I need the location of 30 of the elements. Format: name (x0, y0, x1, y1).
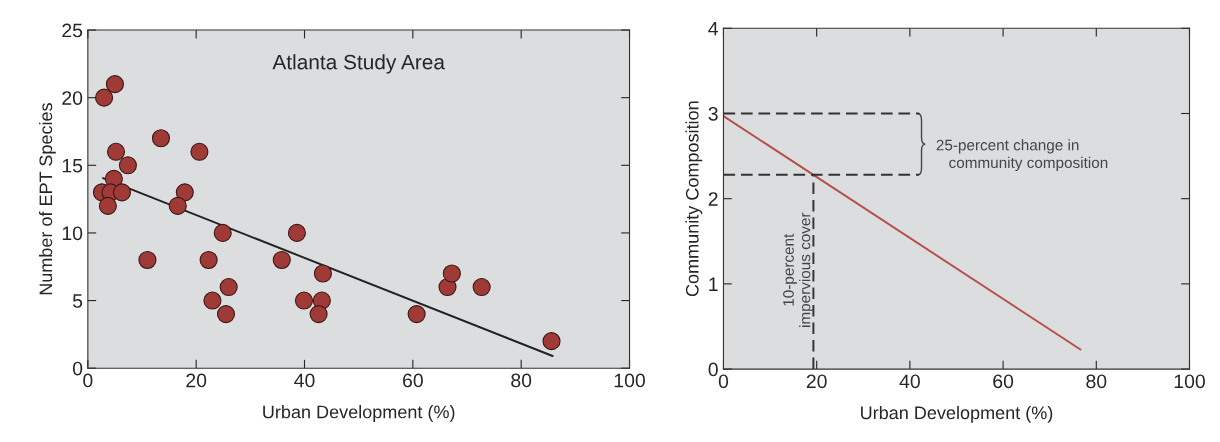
y-tick-label: 2 (708, 192, 718, 206)
y-tick-label: 10 (62, 226, 83, 241)
y-tick-label: 20 (62, 91, 83, 105)
x-tick-label: 40 (294, 373, 315, 388)
x-tick-label: 80 (511, 373, 532, 388)
y-axis-title: Number of EPT Species (38, 103, 56, 295)
y-tick-label: 15 (62, 158, 83, 173)
text: Atlanta Study Area (272, 54, 445, 74)
y-tick-label: 0 (708, 362, 718, 377)
x-tick-label: 0 (83, 373, 93, 388)
x-tick-label: 20 (806, 374, 827, 389)
x-tick-label: 40 (899, 374, 920, 389)
x-tick-label: 100 (614, 373, 645, 388)
x-axis-title: Urban Development (%) (861, 405, 1053, 423)
annotation: 25-percent change in community composition (936, 139, 1108, 172)
y-tick-label: 4 (708, 21, 719, 36)
x-tick-label: 60 (993, 374, 1014, 389)
x-axis-title: Urban Development (%) (263, 405, 455, 422)
y-tick-label: 1 (709, 277, 718, 291)
x-tick-label: 60 (403, 373, 423, 388)
y-tick-label: 5 (72, 294, 83, 308)
x-tick-label: 80 (1086, 374, 1107, 389)
y-tick-label: 25 (62, 23, 83, 38)
annotation: 10-percent impervious cover (783, 212, 814, 327)
y-tick-label: 0 (72, 361, 83, 376)
x-tick-label: 100 (1174, 374, 1205, 389)
y-tick-label: 3 (708, 106, 718, 121)
x-tick-label: 0 (718, 374, 729, 389)
y-axis-title: Community Composition (685, 101, 703, 297)
x-tick-label: 20 (186, 373, 207, 388)
